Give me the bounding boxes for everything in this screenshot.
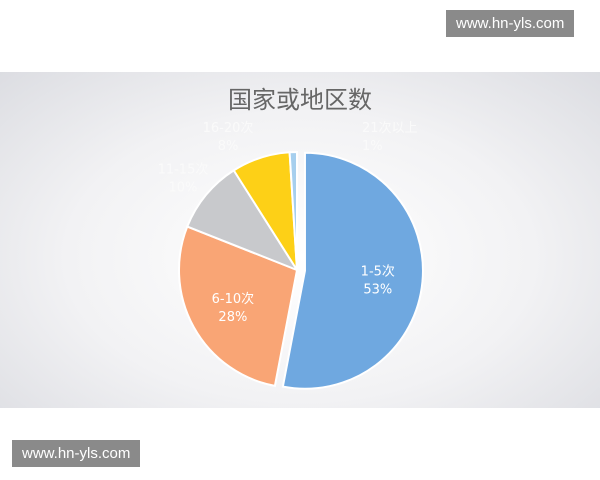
slice-category-label: 11-15次 bbox=[158, 162, 209, 178]
chart-title: 国家或地区数 bbox=[228, 86, 372, 114]
pie-slice bbox=[288, 150, 298, 271]
pie-slice bbox=[178, 225, 299, 388]
slice-percent-label: 1% bbox=[362, 139, 383, 154]
slice-category-label: 1-5次 bbox=[361, 264, 395, 280]
slice-category-label: 21次以上 bbox=[362, 120, 418, 136]
pie-slice bbox=[281, 151, 424, 390]
pie-slice bbox=[185, 168, 300, 273]
watermark-top: www.hn-yls.com bbox=[446, 10, 575, 37]
slice-percent-label: 28% bbox=[218, 310, 247, 325]
slice-percent-label: 8% bbox=[218, 139, 239, 154]
slice-percent-label: 10% bbox=[169, 181, 198, 196]
slice-category-label: 16-20次 bbox=[203, 120, 254, 136]
watermark-bottom: www.hn-yls.com bbox=[12, 440, 141, 467]
slice-percent-label: 53% bbox=[363, 283, 392, 298]
pie-chart: 国家或地区数 1-5次 53% 6-10次 28% 11-15次 10% 16-20次 8% 2… bbox=[158, 86, 424, 390]
slice-category-label: 6-10次 bbox=[212, 291, 255, 307]
